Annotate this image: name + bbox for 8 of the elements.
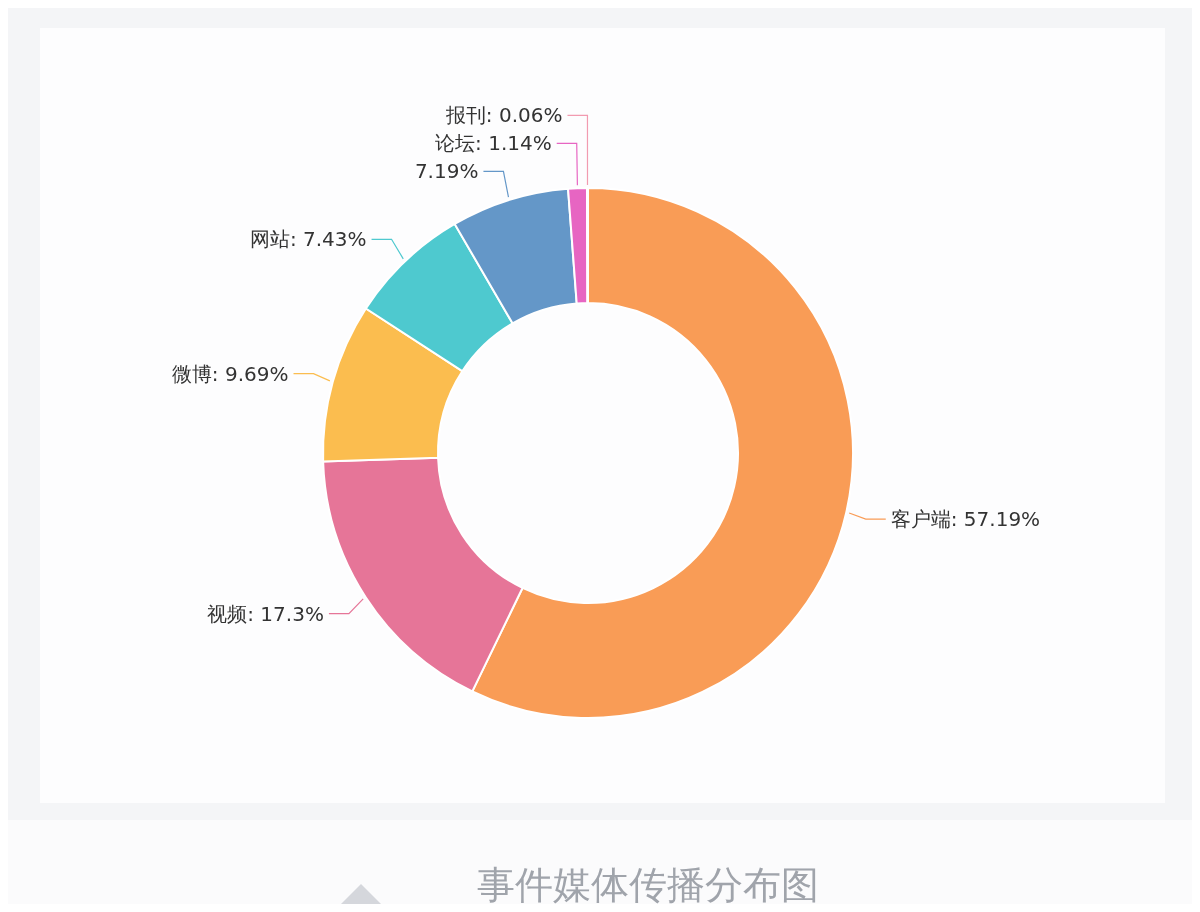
slice-label: 视频: 17.3%: [207, 601, 324, 626]
slice-label: 论坛: 1.14%: [435, 131, 552, 156]
slice-label: 报刊: 0.06%: [444, 103, 563, 128]
text: 事件媒体传播分布图: [477, 863, 819, 907]
slice-label: 微博: 9.69%: [171, 361, 289, 386]
data-label: 7.19%: [414, 159, 479, 184]
slice-label: 客户端: 57.19%: [890, 507, 1041, 532]
slice-label: 网站: 7.43%: [249, 227, 367, 252]
